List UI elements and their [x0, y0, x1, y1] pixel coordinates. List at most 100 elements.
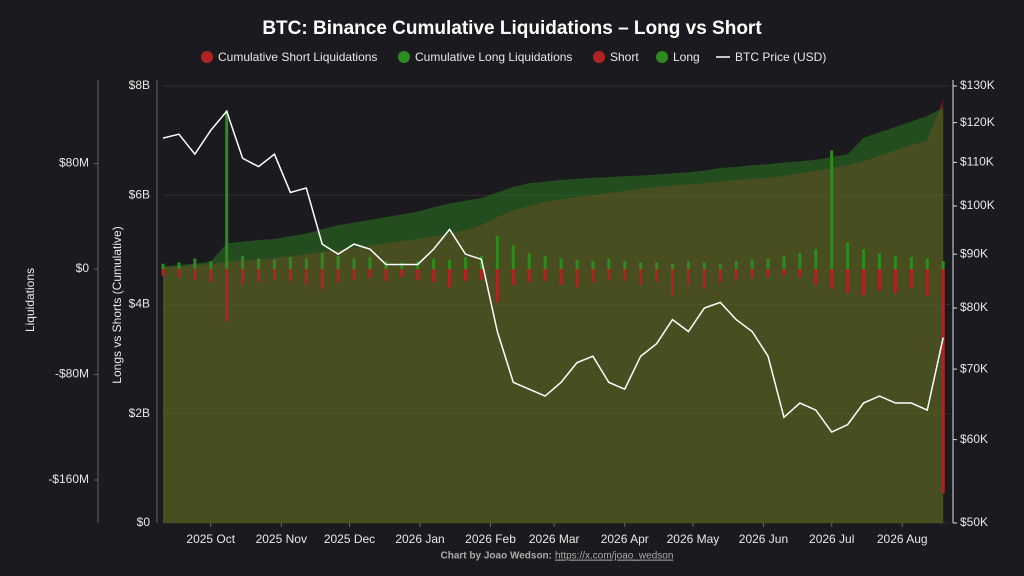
bar: [846, 242, 850, 270]
bar: [734, 261, 738, 270]
bar: [161, 263, 165, 270]
bar: [511, 269, 515, 285]
bar: [766, 258, 770, 270]
bar: [941, 261, 945, 270]
y-tick-label: $4B: [129, 297, 150, 311]
bar: [416, 269, 420, 280]
bar: [384, 269, 388, 281]
y2-tick-label: $60K: [960, 432, 988, 446]
x-tick-label: 2026 Apr: [601, 532, 649, 546]
bar: [527, 269, 531, 283]
y3-tick-label: -$80M: [55, 367, 89, 381]
bar: [909, 269, 913, 288]
bar: [846, 269, 850, 293]
y2-tick-label: $90K: [960, 246, 988, 260]
bar: [288, 257, 292, 270]
bar: [591, 261, 595, 270]
bar: [225, 269, 229, 322]
bar: [909, 257, 913, 270]
y2-tick-label: $50K: [960, 515, 988, 529]
bar: [750, 259, 754, 270]
x-tick-label: 2025 Dec: [324, 532, 375, 546]
bar: [432, 269, 436, 283]
y2-tick-label: $130K: [960, 78, 995, 92]
y2-tick-label: $100K: [960, 198, 995, 212]
bar: [527, 253, 531, 270]
bar: [288, 269, 292, 281]
y-tick-label: $2B: [129, 406, 150, 420]
bar: [877, 253, 881, 270]
bar: [304, 258, 308, 270]
bar: [336, 255, 340, 270]
bar: [400, 262, 404, 270]
legend-swatch: [201, 51, 213, 63]
bar: [671, 263, 675, 270]
legend-label: Short: [610, 50, 639, 64]
legend-label: Cumulative Short Liquidations: [218, 50, 377, 64]
bar: [272, 269, 276, 280]
legend-swatch: [656, 51, 668, 63]
bar: [607, 269, 611, 280]
bar: [193, 269, 197, 280]
bar: [193, 258, 197, 270]
x-tick-label: 2025 Nov: [256, 532, 307, 546]
y2-tick-label: $80K: [960, 300, 988, 314]
bar: [830, 269, 834, 289]
bar: [495, 236, 499, 270]
legend-label: Long: [673, 50, 700, 64]
bar: [575, 269, 579, 288]
bar: [814, 269, 818, 285]
bar: [941, 269, 945, 494]
bar: [893, 255, 897, 270]
bar: [432, 258, 436, 270]
bar: [336, 269, 340, 283]
bar: [464, 269, 468, 281]
legend-swatch: [398, 51, 410, 63]
bar: [925, 258, 929, 270]
bar: [177, 262, 181, 270]
x-tick-label: 2026 Aug: [877, 532, 928, 546]
bar: [655, 262, 659, 270]
bar: [893, 269, 897, 293]
bar: [623, 269, 627, 281]
bar: [591, 269, 595, 283]
bar: [352, 269, 356, 280]
bar: [209, 261, 213, 270]
footer-link[interactable]: https://x.com/joao_wedson: [555, 551, 673, 562]
bar: [702, 262, 706, 270]
bar: [320, 253, 324, 270]
y3-axis-label: Liquidations: [23, 268, 37, 332]
bar: [161, 269, 165, 276]
bar: [448, 269, 452, 288]
bar: [766, 269, 770, 277]
y3-tick-label: -$160M: [48, 472, 89, 486]
bar: [257, 269, 261, 283]
legend-swatch: [593, 51, 605, 63]
bar: [798, 253, 802, 270]
bar: [272, 259, 276, 270]
y-tick-label: $0: [137, 515, 151, 529]
bar: [543, 269, 547, 281]
bar: [782, 255, 786, 270]
price-line: [162, 109, 944, 433]
bar: [702, 269, 706, 289]
bar: [718, 263, 722, 270]
bar: [209, 269, 213, 283]
bar: [782, 269, 786, 276]
legend-label: BTC Price (USD): [735, 50, 826, 64]
bar: [495, 269, 499, 302]
bar: [718, 269, 722, 283]
x-tick-label: 2026 Mar: [529, 532, 580, 546]
bar: [352, 258, 356, 270]
y2-tick-label: $70K: [960, 361, 988, 375]
bar: [511, 245, 515, 270]
x-tick-label: 2025 Oct: [186, 532, 235, 546]
bar: [734, 269, 738, 280]
bar: [623, 261, 627, 270]
footer-credit: Chart by Joao Wedson:: [441, 551, 553, 562]
x-tick-label: 2026 Jun: [739, 532, 788, 546]
bar: [559, 269, 563, 285]
bar: [241, 255, 245, 270]
